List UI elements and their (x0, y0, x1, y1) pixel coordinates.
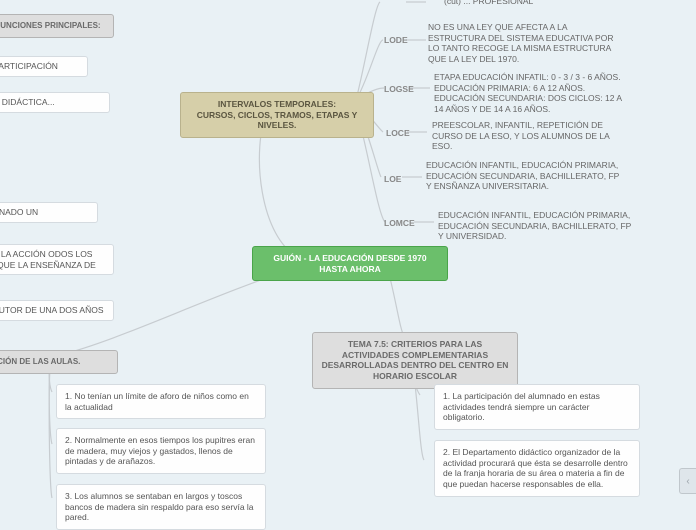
frag-participacion[interactable]: - PARTICIPACIÓN (0, 56, 88, 77)
frag-aulas[interactable]: RIBUCIÓN DE LAS AULAS. (0, 350, 118, 374)
frag-coordinara[interactable]: OORDINARÁ LA ACCIÓN ODOS LOS MAESTROS QU… (0, 244, 114, 275)
law-label-logse[interactable]: LOGSE (384, 84, 414, 95)
law-label-loce[interactable]: LOCE (386, 128, 410, 139)
law-text-loe: EDUCACIÓN INFANTIL, EDUCACIÓN PRIMARIA, … (426, 160, 621, 192)
left-item-2[interactable]: 2. Normalmente en esos tiempos los pupit… (56, 428, 266, 474)
frag-asignado-text: ENDRÁ ASIGNADO UN (0, 207, 38, 217)
root-node[interactable]: GUIÓN - LA EDUCACIÓN DESDE 1970 HASTA AH… (252, 246, 448, 281)
right-item-1[interactable]: 1. La participación del alumnado en esta… (434, 384, 640, 430)
law-label-loe[interactable]: LOE (384, 174, 401, 185)
frag-funciones[interactable]: FUNCIONES PRINCIPALES: (0, 14, 114, 38)
frag-gramacion-text: GRAMACIÓN DIDÁCTICA... (0, 97, 55, 107)
tema75-node[interactable]: TEMA 7.5: CRITERIOS PARA LAS ACTIVIDADES… (312, 332, 518, 389)
side-tab[interactable]: ‹ (679, 468, 696, 494)
right-item-2-text: 2. El Departamento didáctico organizador… (443, 447, 628, 489)
left-item-1[interactable]: 1. No tenían un límite de aforo de niños… (56, 384, 266, 419)
frag-gramacion[interactable]: GRAMACIÓN DIDÁCTICA... (0, 92, 110, 113)
tema75-title: TEMA 7.5: CRITERIOS PARA LAS ACTIVIDADES… (322, 339, 509, 381)
law-text-lomce: EDUCACIÓN INFANTIL, EDUCACIÓN PRIMARIA, … (438, 210, 633, 242)
left-item-2-text: 2. Normalmente en esos tiempos los pupit… (65, 435, 255, 466)
law-text-lode: NO ES UNA LEY QUE AFECTA A LA ESTRUCTURA… (428, 22, 623, 65)
law-label-lode[interactable]: LODE (384, 35, 408, 46)
law-text-loce: PREESCOLAR, INFANTIL, REPETICIÓN DE CURS… (432, 120, 627, 152)
frag-aulas-text: RIBUCIÓN DE LAS AULAS. (0, 357, 80, 366)
right-item-1-text: 1. La participación del alumnado en esta… (443, 391, 600, 422)
frag-tutor-text: ODRÁ SER TUTOR DE UNA DOS AÑOS (0, 305, 104, 315)
frag-coordinara-text: OORDINARÁ LA ACCIÓN ODOS LOS MAESTROS QU… (0, 249, 96, 270)
chevron-left-icon: ‹ (686, 476, 689, 487)
left-item-3[interactable]: 3. Los alumnos se sentaban en largos y t… (56, 484, 266, 530)
law-label-lomce[interactable]: LOMCE (384, 218, 415, 229)
frag-participacion-text: - PARTICIPACIÓN (0, 61, 58, 71)
left-item-3-text: 3. Los alumnos se sentaban en largos y t… (65, 491, 254, 522)
frag-asignado[interactable]: ENDRÁ ASIGNADO UN (0, 202, 98, 223)
law-text-logse: ETAPA EDUCACIÓN INFATIL: 0 - 3 / 3 - 6 A… (434, 72, 629, 115)
frag-tutor[interactable]: ODRÁ SER TUTOR DE UNA DOS AÑOS (0, 300, 114, 321)
intervals-line2: CURSOS, CICLOS, TRAMOS, ETAPAS Y NIVELES… (189, 110, 365, 131)
frag-funciones-text: FUNCIONES PRINCIPALES: (0, 21, 101, 30)
root-title: GUIÓN - LA EDUCACIÓN DESDE 1970 HASTA AH… (273, 253, 426, 274)
right-item-2[interactable]: 2. El Departamento didáctico organizador… (434, 440, 640, 497)
intervals-node[interactable]: INTERVALOS TEMPORALES: CURSOS, CICLOS, T… (180, 92, 374, 138)
left-item-1-text: 1. No tenían un límite de aforo de niños… (65, 391, 249, 412)
intervals-line1: INTERVALOS TEMPORALES: (189, 99, 365, 110)
law-text-lge: (cut) ... PROFESIONAL (444, 0, 533, 7)
